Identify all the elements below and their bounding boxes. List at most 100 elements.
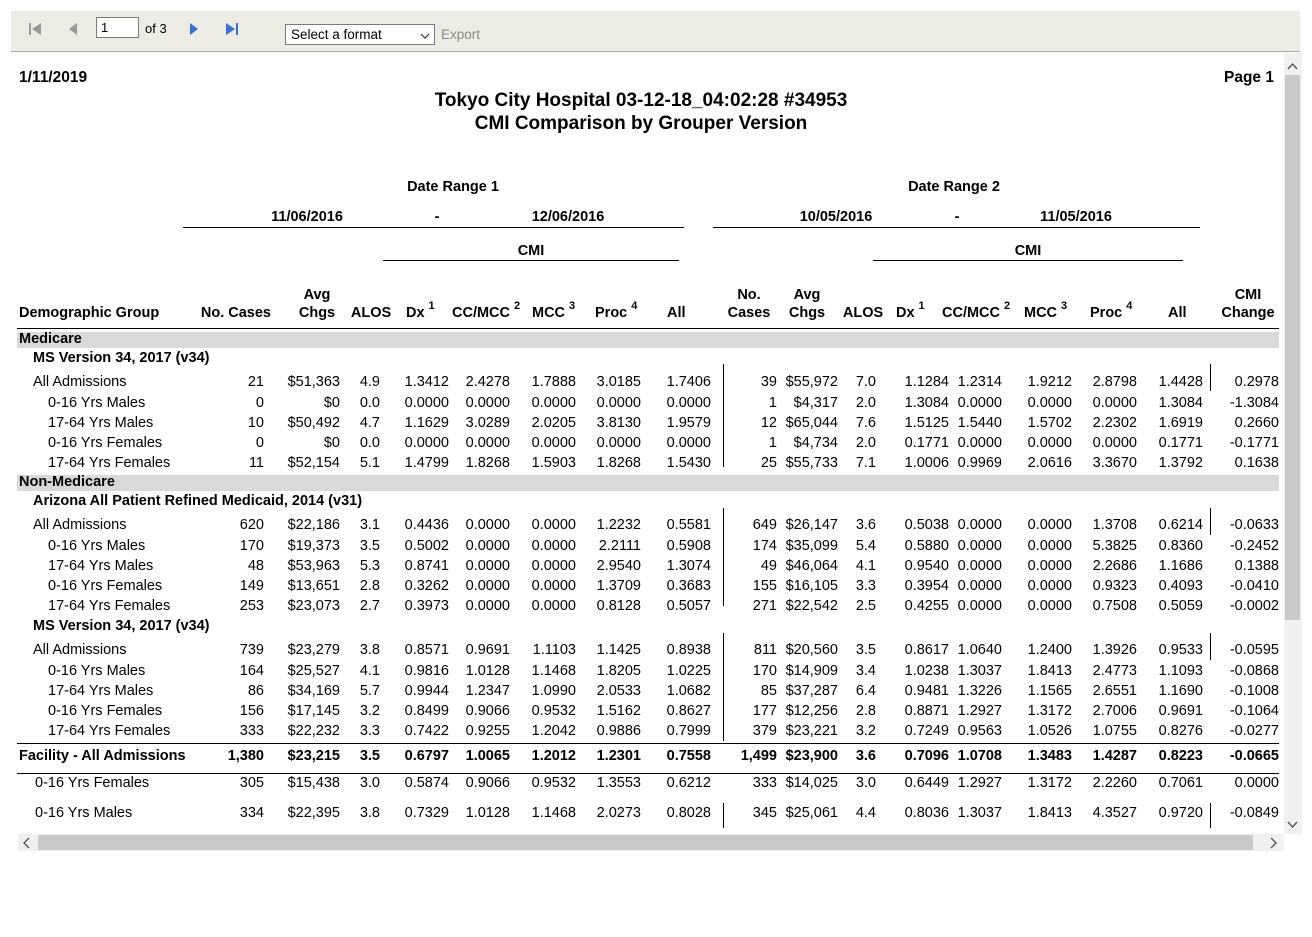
table-cell: 0.0000 bbox=[957, 517, 1002, 533]
export-format-select[interactable]: Select a format bbox=[285, 24, 435, 45]
table-cell: -1.3084 bbox=[1229, 395, 1279, 411]
scroll-down-icon[interactable] bbox=[1287, 816, 1298, 834]
table-cell: 1.0990 bbox=[531, 683, 576, 699]
table-cell: 0.9944 bbox=[404, 683, 449, 699]
row-label: 17-64 Yrs Females bbox=[48, 455, 171, 471]
table-cell: 1.1565 bbox=[1027, 683, 1072, 699]
table-cell: 1.4287 bbox=[1092, 748, 1137, 764]
table-cell: 1.6919 bbox=[1158, 415, 1203, 431]
table-cell: 1.1284 bbox=[904, 374, 949, 390]
col-cmi-change-a: CMI bbox=[1234, 287, 1262, 303]
table-cell: 1,380 bbox=[227, 748, 264, 764]
next-page-icon[interactable] bbox=[184, 20, 204, 38]
table-cell: 271 bbox=[752, 598, 777, 614]
first-page-icon[interactable] bbox=[25, 20, 45, 38]
table-cell: 0.6214 bbox=[1158, 517, 1203, 533]
table-cell: 1.0225 bbox=[666, 663, 711, 679]
table-cell: 1.2301 bbox=[596, 748, 641, 764]
table-cell: 0.5874 bbox=[404, 775, 449, 791]
previous-page-icon[interactable] bbox=[63, 20, 83, 38]
table-cell: -0.1064 bbox=[1229, 703, 1279, 719]
table-cell: 4.4 bbox=[855, 805, 876, 821]
table-cell: 0.7999 bbox=[666, 723, 711, 739]
table-cell: 1.3792 bbox=[1158, 455, 1203, 471]
table-cell: $22,232 bbox=[287, 723, 340, 739]
row-label: 17-64 Yrs Females bbox=[48, 723, 171, 739]
row-label: 17-64 Yrs Males bbox=[48, 683, 154, 699]
table-cell: 21 bbox=[247, 374, 264, 390]
table-cell: 1.3412 bbox=[404, 374, 449, 390]
table-cell: 253 bbox=[239, 598, 264, 614]
row-label: 0-16 Yrs Males bbox=[48, 663, 146, 679]
table-cell: 0.9540 bbox=[904, 558, 949, 574]
table-cell: 0 bbox=[255, 395, 264, 411]
table-cell: $19,373 bbox=[287, 538, 340, 554]
col-no-cases-2-b: Cases bbox=[727, 305, 771, 321]
table-cell: 0.8276 bbox=[1158, 723, 1203, 739]
table-cell: 1.2012 bbox=[531, 748, 576, 764]
table-cell: 0.0000 bbox=[465, 517, 510, 533]
row-label: 0-16 Yrs Males bbox=[48, 395, 146, 411]
table-cell: 0.3683 bbox=[666, 578, 711, 594]
table-cell: 1.8413 bbox=[1027, 663, 1072, 679]
table-cell: 2.0616 bbox=[1027, 455, 1072, 471]
table-cell: 1.3926 bbox=[1092, 642, 1137, 658]
scroll-left-icon[interactable] bbox=[22, 836, 30, 854]
table-cell: 0.5059 bbox=[1158, 598, 1203, 614]
table-cell: 156 bbox=[239, 703, 264, 719]
subsection-ms-v34: MS Version 34, 2017 (v34) bbox=[33, 350, 210, 366]
table-cell: 0.8871 bbox=[904, 703, 949, 719]
table-cell: 0.6212 bbox=[666, 775, 711, 791]
horizontal-scroll-thumb[interactable] bbox=[38, 835, 1253, 850]
table-cell: 0.1771 bbox=[904, 435, 949, 451]
col-avg-2-b: Chgs bbox=[788, 305, 826, 321]
table-cell: 0.8938 bbox=[666, 642, 711, 658]
table-cell: $52,154 bbox=[287, 455, 340, 471]
table-cell: $23,900 bbox=[785, 748, 838, 764]
table-cell: 1.1629 bbox=[404, 415, 449, 431]
table-cell: 0.8627 bbox=[666, 703, 711, 719]
table-cell: 1.0640 bbox=[957, 642, 1002, 658]
scroll-right-icon[interactable] bbox=[1270, 836, 1278, 854]
table-cell: 0.4436 bbox=[404, 517, 449, 533]
date-range-1-title: Date Range 1 bbox=[407, 179, 499, 195]
row-label: 0-16 Yrs Males bbox=[35, 805, 133, 821]
table-cell: 170 bbox=[752, 663, 777, 679]
table-cell: $4,734 bbox=[793, 435, 838, 451]
table-cell: 3.0185 bbox=[596, 374, 641, 390]
table-cell: 0.0000 bbox=[957, 578, 1002, 594]
last-page-icon[interactable] bbox=[222, 20, 242, 38]
table-cell: 0.0000 bbox=[666, 395, 711, 411]
report-viewport: 1/11/2019 Page 1 Tokyo City Hospital 03-… bbox=[11, 53, 1300, 834]
row-label: 0-16 Yrs Females bbox=[48, 435, 163, 451]
scroll-up-icon[interactable] bbox=[1287, 57, 1298, 75]
table-cell: 0.0000 bbox=[1027, 598, 1072, 614]
table-cell: 2.2260 bbox=[1092, 775, 1137, 791]
export-link[interactable]: Export bbox=[441, 27, 481, 42]
group-separator bbox=[1210, 364, 1211, 391]
horizontal-scrollbar[interactable] bbox=[18, 834, 1284, 851]
table-cell: $12,256 bbox=[785, 703, 838, 719]
table-cell: 0.0 bbox=[359, 435, 380, 451]
col-proc-2: Proc 4 bbox=[1090, 300, 1133, 321]
table-cell: 1.0682 bbox=[666, 683, 711, 699]
table-cell: 0.0000 bbox=[465, 395, 510, 411]
table-cell: 3.6 bbox=[855, 517, 876, 533]
page-number-input[interactable] bbox=[96, 17, 139, 38]
table-cell: 0.0000 bbox=[957, 435, 1002, 451]
table-cell: 7.1 bbox=[855, 455, 876, 471]
table-cell: 2.0205 bbox=[531, 415, 576, 431]
table-cell: 3.2 bbox=[855, 723, 876, 739]
table-cell: 1.3074 bbox=[666, 558, 711, 574]
table-cell: 1.3037 bbox=[957, 805, 1002, 821]
table-cell: 2.2111 bbox=[598, 538, 641, 554]
table-cell: 2.2302 bbox=[1092, 415, 1137, 431]
vertical-scrollbar[interactable] bbox=[1284, 53, 1302, 834]
table-cell: 0.9969 bbox=[957, 455, 1002, 471]
vertical-scroll-thumb[interactable] bbox=[1285, 75, 1300, 620]
table-cell: 0.5581 bbox=[666, 517, 711, 533]
group-separator bbox=[723, 803, 724, 828]
table-cell: 3.3670 bbox=[1092, 455, 1137, 471]
table-cell: 1.3084 bbox=[1158, 395, 1203, 411]
date-range-2-title: Date Range 2 bbox=[908, 179, 1000, 195]
